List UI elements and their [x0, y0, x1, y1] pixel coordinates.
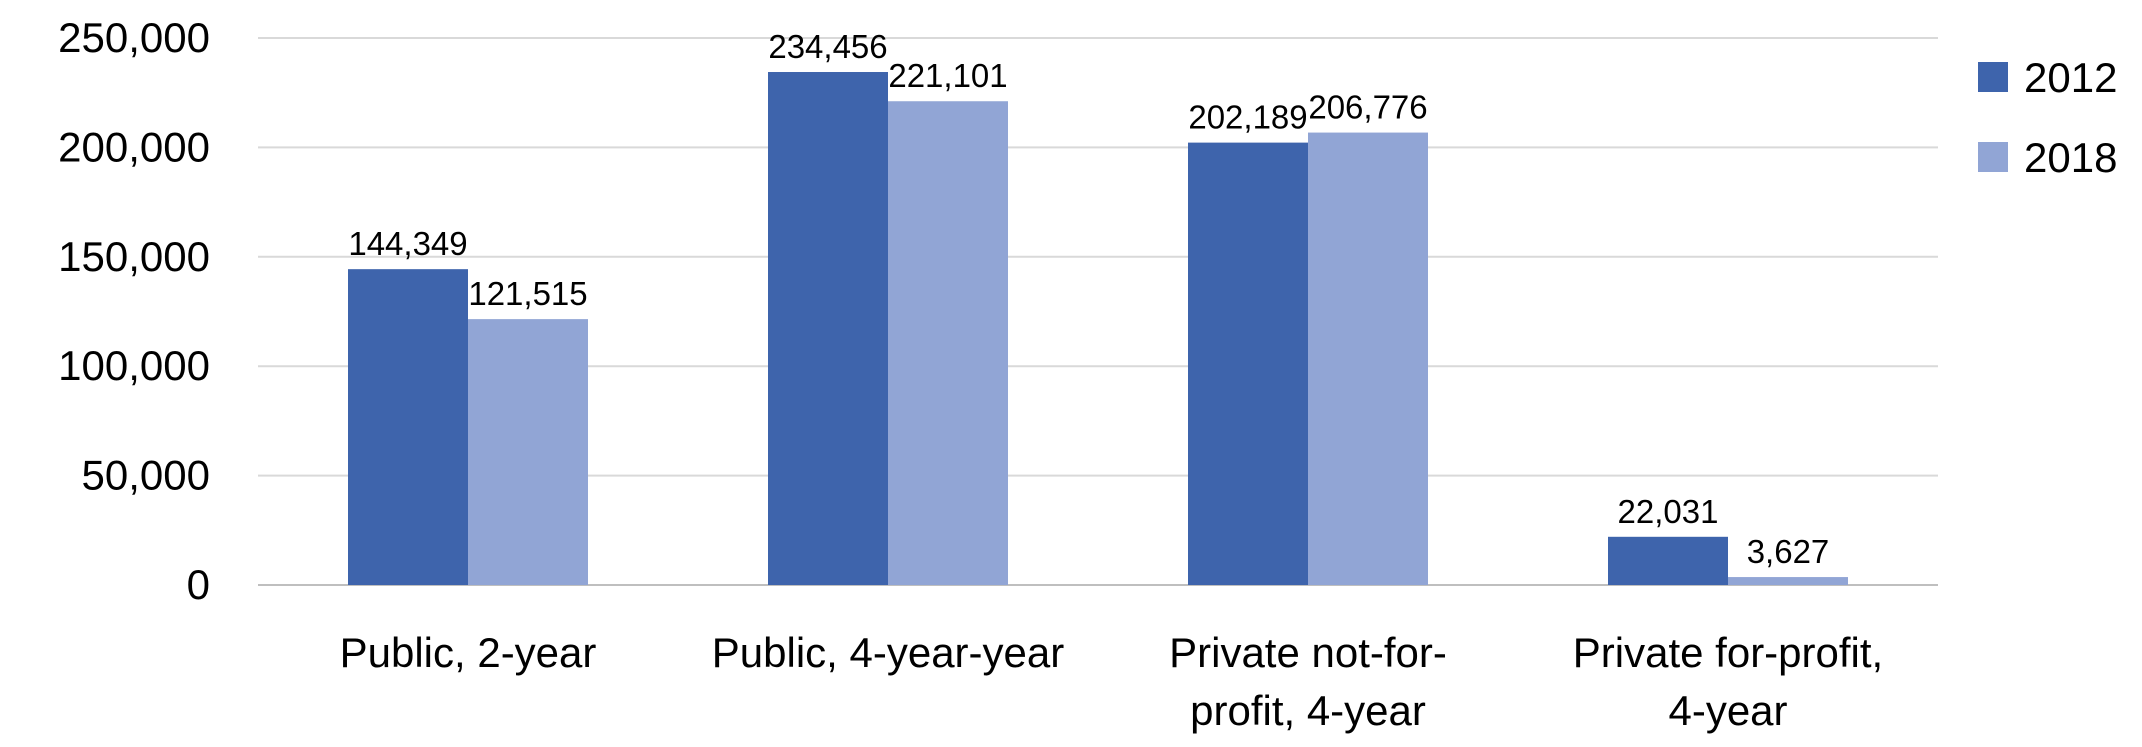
- bar-2012-0: [348, 269, 468, 585]
- legend-swatch-2018: [1978, 142, 2008, 172]
- x-category-label: Public, 4-year-year: [712, 629, 1064, 676]
- data-label: 202,189: [1188, 99, 1307, 136]
- data-label: 221,101: [888, 57, 1007, 94]
- bar-2012-1: [768, 72, 888, 586]
- y-tick-label: 250,000: [58, 14, 210, 61]
- y-tick-label: 150,000: [58, 233, 210, 280]
- x-category-label: Private not-for-: [1169, 629, 1447, 676]
- bar-2018-1: [888, 101, 1008, 585]
- data-label: 206,776: [1308, 89, 1427, 126]
- x-category-label: Private for-profit,: [1573, 629, 1883, 676]
- data-label: 22,031: [1618, 493, 1719, 530]
- bars: [348, 72, 1848, 586]
- x-axis-categories: Public, 2-year Public, 4-year-year Private…: [340, 629, 1884, 734]
- y-tick-label: 0: [187, 561, 210, 608]
- bar-2012-2: [1188, 142, 1308, 585]
- bar-2018-0: [468, 319, 588, 585]
- x-category-label: 4-year: [1668, 687, 1787, 734]
- legend: 2012 2018: [1978, 54, 2117, 181]
- bar-2018-2: [1308, 132, 1428, 586]
- data-label: 121,515: [468, 275, 587, 312]
- x-category-label: Public, 2-year: [340, 629, 597, 676]
- data-label: 3,627: [1747, 533, 1830, 570]
- bar-2012-3: [1608, 536, 1728, 585]
- data-label: 234,456: [768, 28, 887, 65]
- data-label: 144,349: [348, 225, 467, 262]
- legend-label: 2018: [2024, 134, 2117, 181]
- legend-label: 2012: [2024, 54, 2117, 101]
- y-tick-label: 100,000: [58, 342, 210, 389]
- bar-2018-3: [1728, 577, 1848, 585]
- y-tick-label: 50,000: [82, 452, 210, 499]
- y-tick-label: 200,000: [58, 123, 210, 170]
- y-axis-ticks: 0 50,000 100,000 150,000 200,000 250,000: [58, 14, 210, 608]
- legend-swatch-2012: [1978, 62, 2008, 92]
- x-category-label: profit, 4-year: [1190, 687, 1426, 734]
